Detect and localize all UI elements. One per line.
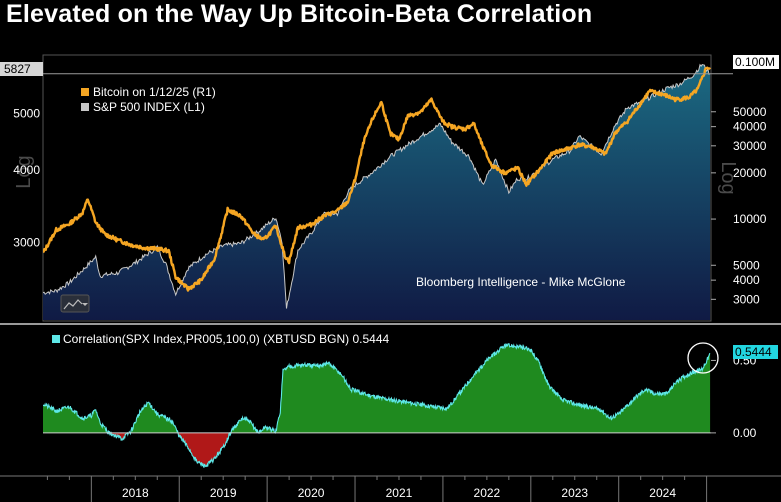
bitcoin-legend-label: Bitcoin on 1/12/25 (R1) — [93, 85, 216, 99]
spx-legend-swatch — [81, 103, 89, 111]
svg-text:0.5444: 0.5444 — [735, 345, 772, 359]
right-tick-label: 3000 — [733, 292, 760, 306]
latest-correlation-highlight — [687, 342, 719, 374]
correlation-line — [43, 342, 711, 468]
x-year-label: 2018 — [122, 486, 149, 500]
spx-last-value-badge: 5827 — [0, 62, 43, 76]
right-tick-label: 30000 — [733, 139, 767, 153]
right-tick-label: 50000 — [733, 105, 767, 119]
x-year-label: 2023 — [561, 486, 588, 500]
left-tick-label: 4000 — [13, 163, 40, 177]
correlation-tick-label: 0.00 — [733, 426, 757, 440]
right-axis-log-label: Log — [717, 161, 739, 194]
spx-legend-label: S&P 500 INDEX (L1) — [93, 100, 205, 114]
x-year-label: 2022 — [474, 486, 501, 500]
svg-text:0.100M: 0.100M — [735, 55, 775, 69]
right-tick-label: 10000 — [733, 212, 767, 226]
spx-area — [43, 64, 711, 320]
correlation-legend-swatch — [52, 335, 60, 343]
x-year-label: 2021 — [386, 486, 413, 500]
right-tick-label: 20000 — [733, 166, 767, 180]
correlation-last-value-badge: 0.5444 — [733, 345, 778, 359]
left-tick-label: 3000 — [13, 236, 40, 250]
left-tick-label: 5000 — [13, 106, 40, 120]
right-tick-label: 5000 — [733, 258, 760, 272]
x-year-label: 2024 — [649, 486, 676, 500]
x-year-label: 2020 — [298, 486, 325, 500]
bitcoin-line — [43, 66, 711, 292]
right-tick-label: 4000 — [733, 273, 760, 287]
page-title: Elevated on the Way Up Bitcoin-Beta Corr… — [6, 0, 593, 28]
right-tick-label: 40000 — [733, 120, 767, 134]
bitcoin-legend-swatch — [81, 88, 89, 96]
correlation-legend-box — [51, 334, 413, 348]
svg-text:5827: 5827 — [4, 62, 31, 76]
price-legend-box — [76, 81, 247, 117]
correlation-negative-area — [43, 432, 711, 468]
correlation-positive-area — [43, 343, 711, 433]
left-axis-log-label: Log — [13, 155, 35, 188]
source-annotation: Bloomberg Intelligence - Mike McGlone — [416, 275, 626, 289]
x-year-label: 2019 — [210, 486, 237, 500]
chart-type-icon[interactable] — [60, 294, 90, 313]
bitcoin-last-value-badge: 0.100M — [733, 55, 779, 69]
correlation-legend-label: Correlation(SPX Index,PR005,100,0) (XBTU… — [63, 332, 389, 346]
